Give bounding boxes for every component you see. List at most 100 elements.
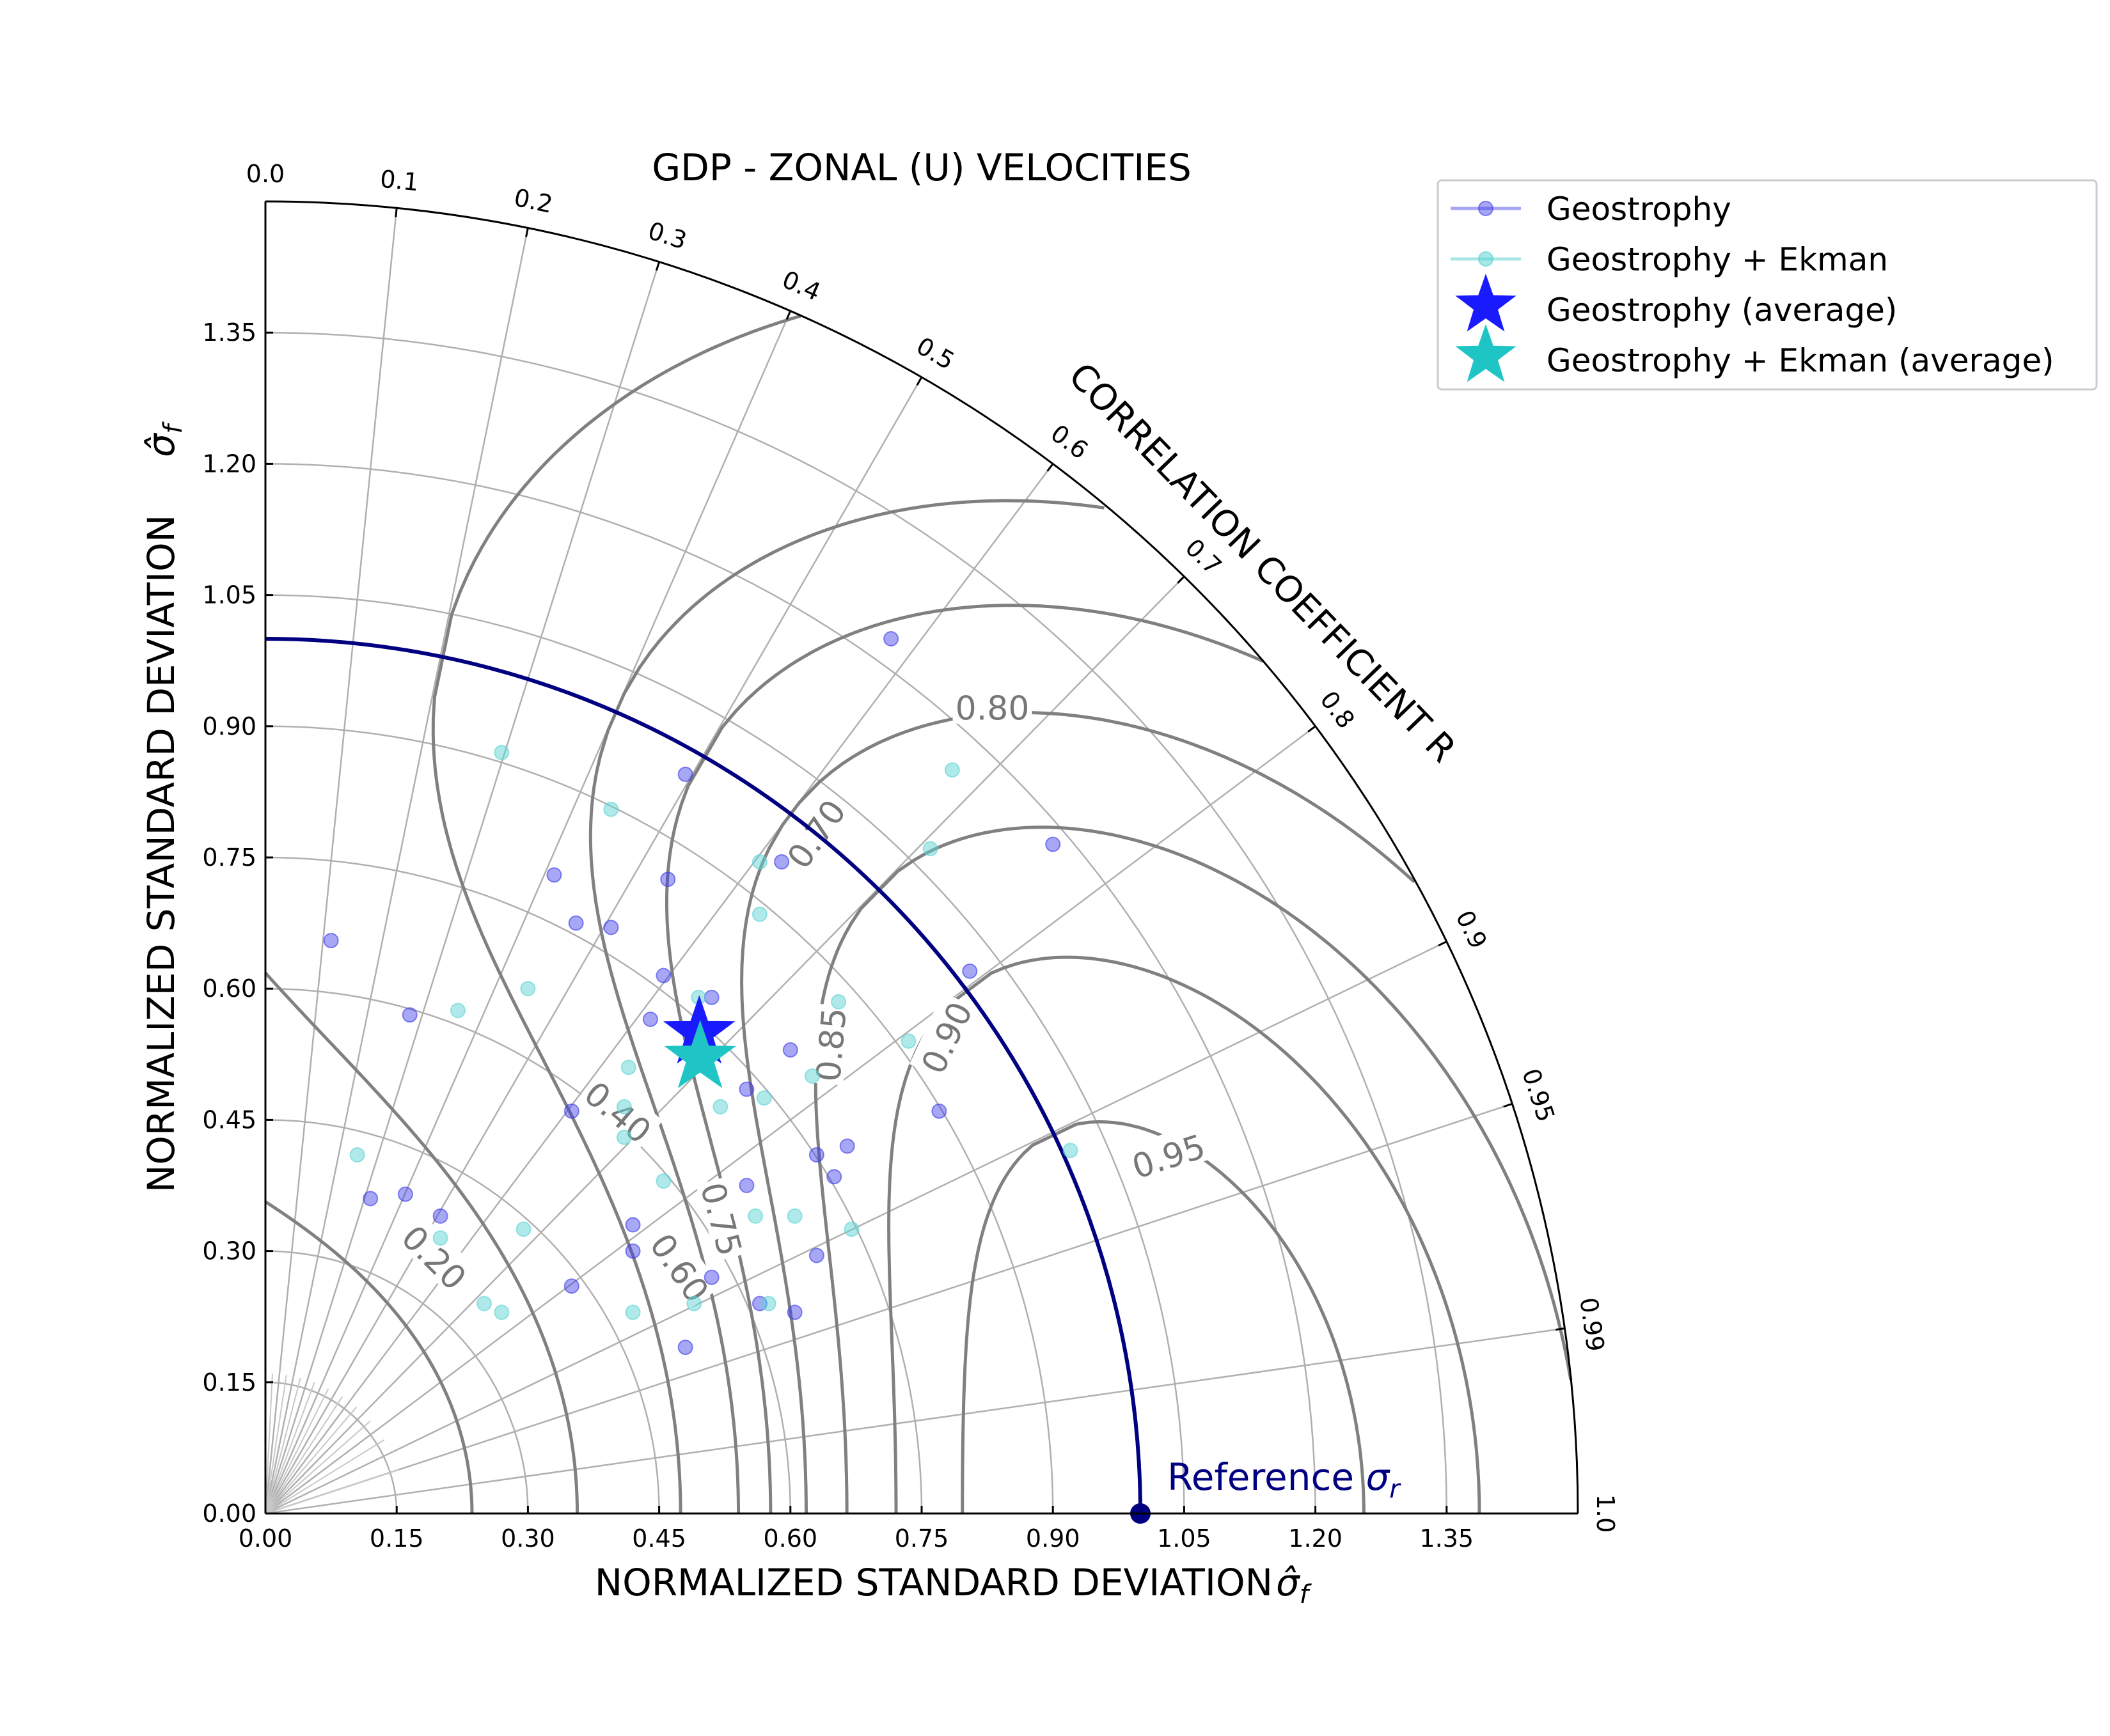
ekman-point <box>831 994 847 1010</box>
geostrophy-point <box>656 967 672 983</box>
std-grid-arc <box>265 1381 398 1514</box>
ekman-point <box>944 762 960 778</box>
legend-star-ekman-shape <box>1455 324 1516 382</box>
contour-label-mask <box>1124 1122 1211 1184</box>
legend-label-ekman: Geostrophy + Ekman <box>1547 241 1888 278</box>
ekman-point <box>432 1230 448 1246</box>
correlation-tick <box>916 377 923 386</box>
minor-grid-ray <box>265 1396 343 1514</box>
ekman-point <box>616 1129 632 1145</box>
legend: Geostrophy Geostrophy + Ekman Geostrophy… <box>1437 179 2098 391</box>
x-tick-label: 1.05 <box>1157 1524 1211 1552</box>
y-axis-label-text: NORMALIZED STANDARD DEVIATION <box>139 515 183 1193</box>
y-tick-label: 0.60 <box>202 974 256 1003</box>
std-grid-arc <box>265 725 1054 1514</box>
ekman-average-star <box>664 1019 736 1088</box>
minor-grid-ray <box>265 1420 371 1514</box>
skill-contour-line <box>588 499 1105 1513</box>
contour-label-mask <box>909 992 978 1081</box>
grid-layer <box>264 208 1565 1515</box>
skill-contour-label: 0.80 <box>956 690 1030 728</box>
correlation-tick-label: 0.1 <box>379 165 420 197</box>
y-tick-label: 0.90 <box>202 712 256 740</box>
correlation-tick <box>1503 1102 1513 1108</box>
ekman-point <box>805 1068 820 1084</box>
x-tick-label: 0.90 <box>1026 1524 1080 1552</box>
skill-contours: 0.200.400.600.700.750.800.85 0.900.95 <box>264 314 1573 1513</box>
geostrophy-point <box>603 919 619 935</box>
y-tick-label: 0.15 <box>202 1368 256 1396</box>
y-tick-label: 1.05 <box>202 581 256 609</box>
correlation-tick-label: 1.0 <box>1591 1494 1619 1533</box>
geostrophy-point <box>625 1217 641 1233</box>
correlation-grid-ray <box>264 228 529 1514</box>
minor-grid-ray <box>265 1375 287 1514</box>
legend-label-geostrophy: Geostrophy <box>1547 191 1731 228</box>
minor-grid-ray <box>265 1439 385 1514</box>
correlation-grid-ray <box>265 1327 1565 1515</box>
correlation-tick <box>395 208 398 217</box>
minor-grid-ray <box>265 1407 358 1514</box>
geostrophy-point <box>432 1208 448 1224</box>
ekman-point <box>713 1099 728 1114</box>
legend-marker-geostrophy <box>1478 201 1493 216</box>
y-axis-label: NORMALIZED STANDARD DEVIATION <box>139 515 183 1193</box>
x-axis-label: NORMALIZED STANDARD DEVIATION <box>595 1561 1273 1604</box>
ekman-point <box>748 1208 764 1224</box>
geostrophy-point <box>397 1186 413 1202</box>
legend-star-ekman <box>1455 324 1516 382</box>
y-tick-label: 0.30 <box>202 1237 256 1265</box>
y-tick-label: 0.00 <box>202 1499 256 1528</box>
minor-grid-ray <box>265 1388 329 1514</box>
minor-grid-ray <box>265 1373 273 1514</box>
legend-marker-ekman <box>1478 251 1493 267</box>
x-tick-label: 1.20 <box>1288 1524 1342 1552</box>
x-tick-label: 0.30 <box>501 1524 555 1552</box>
correlation-tick <box>1438 941 1447 947</box>
minor-grid-ray <box>265 1469 399 1514</box>
ekman-point <box>520 981 536 997</box>
geostrophy-point <box>808 1247 824 1263</box>
correlation-tick <box>1307 725 1316 733</box>
correlation-grid-ray <box>264 310 791 1514</box>
axes <box>264 200 1579 1524</box>
ekman-point <box>450 1003 466 1019</box>
ekman-point <box>494 744 510 760</box>
x-axis-label-text: NORMALIZED STANDARD DEVIATION <box>595 1561 1273 1604</box>
legend-star-geostrophy-shape <box>1455 274 1516 332</box>
geostrophy-point <box>1045 836 1061 852</box>
ekman-point <box>686 1295 702 1311</box>
geostrophy-point <box>787 1304 803 1320</box>
ekman-point <box>901 1033 917 1049</box>
legend-frame <box>1437 179 2098 391</box>
correlation-grid-ray <box>265 575 1185 1514</box>
geostrophy-point <box>782 1042 798 1058</box>
correlation-grid-ray <box>264 377 923 1514</box>
ekman-point <box>625 1304 641 1320</box>
geostrophy-point <box>704 1269 720 1285</box>
ekman-point <box>922 841 938 857</box>
skill-contour-line <box>814 825 1573 1513</box>
geostrophy-point <box>739 1178 755 1193</box>
geostrophy-point <box>568 915 584 931</box>
geostrophy-point <box>808 1147 824 1163</box>
minor-grid-ray <box>265 1382 315 1514</box>
geostrophy-point <box>774 854 790 870</box>
ekman-point <box>656 1173 672 1189</box>
std-grid-arc <box>265 331 1448 1514</box>
legend-label-geostrophy-average: Geostrophy (average) <box>1547 292 1897 329</box>
reference-label: Reference σr <box>1167 1455 1401 1504</box>
reference-symbol: σ <box>1366 1455 1391 1499</box>
reference-subscript: r <box>1389 1474 1401 1504</box>
std-grid-arc <box>265 1250 529 1514</box>
std-grid-arc <box>265 594 1185 1514</box>
ekman-point <box>844 1221 860 1237</box>
correlation-tick <box>1177 575 1185 584</box>
x-tick-label: 0.15 <box>370 1524 424 1552</box>
geostrophy-point <box>931 1103 947 1119</box>
correlation-tick <box>1555 1327 1565 1331</box>
ekman-point <box>516 1221 531 1237</box>
x-tick-label: 0.75 <box>895 1524 949 1552</box>
reference-label-text: Reference <box>1167 1455 1366 1499</box>
